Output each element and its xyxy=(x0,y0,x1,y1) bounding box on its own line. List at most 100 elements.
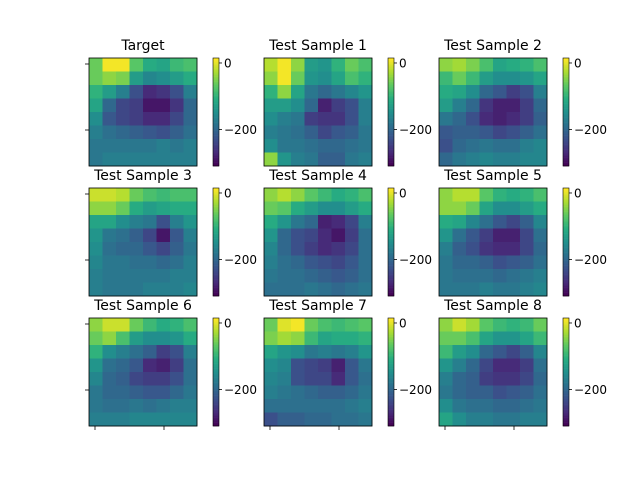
heatmap-cell xyxy=(277,215,292,229)
heatmap-cell xyxy=(466,412,480,427)
heatmap-cell xyxy=(170,228,184,243)
colorbar-segment xyxy=(213,270,219,273)
colorbar-segment xyxy=(388,420,394,423)
colorbar-segment xyxy=(213,106,219,109)
heatmap-panel: Target 0 −200 xyxy=(85,38,257,167)
colorbar-segment xyxy=(213,382,219,385)
heatmap-cell xyxy=(345,98,359,113)
heatmap-cell xyxy=(183,242,198,256)
heatmap-cell xyxy=(466,152,480,167)
heatmap-cell xyxy=(102,372,117,386)
heatmap-cell xyxy=(183,282,198,297)
heatmap-cell xyxy=(345,318,359,332)
colorbar-segment xyxy=(388,370,394,373)
heatmap-cell xyxy=(345,399,359,413)
colorbar-segment xyxy=(213,419,219,422)
heatmap-cell xyxy=(358,358,373,373)
heatmap-cell xyxy=(156,125,171,140)
heatmap-cell xyxy=(520,125,534,140)
colorbar-segment xyxy=(563,144,569,147)
heatmap-cell xyxy=(129,318,144,332)
heatmap-cell xyxy=(452,269,467,283)
heatmap-cell xyxy=(439,201,453,216)
heatmap-cell xyxy=(277,412,292,427)
colorbar-segment xyxy=(388,263,394,266)
heatmap-cell xyxy=(358,228,373,243)
heatmap-cell xyxy=(291,372,305,386)
colorbar-segment xyxy=(563,329,569,332)
heatmap-cell xyxy=(156,318,171,332)
heatmap-cell xyxy=(116,139,130,153)
heatmap-cell xyxy=(170,269,184,283)
colorbar-segment xyxy=(388,252,394,255)
heatmap-cell xyxy=(129,385,144,400)
colorbar-segment xyxy=(388,334,394,337)
heatmap-cell xyxy=(533,282,548,297)
colorbar-segment xyxy=(388,380,394,383)
heatmap-cell xyxy=(533,385,548,400)
colorbar-segment xyxy=(563,231,569,234)
heatmap-cell xyxy=(170,125,184,140)
heatmap-cell xyxy=(291,399,305,413)
colorbar-segment xyxy=(213,128,219,131)
heatmap-cell xyxy=(102,255,117,270)
heatmap-cell xyxy=(358,188,373,202)
colorbar-segment xyxy=(563,63,569,66)
colorbar-segment xyxy=(563,279,569,282)
colorbar-segment xyxy=(563,385,569,388)
colorbar-segment xyxy=(563,260,569,263)
colorbar-segment xyxy=(213,236,219,239)
colorbar-segment xyxy=(213,95,219,98)
heatmap-cell xyxy=(318,188,332,202)
heatmap-cell xyxy=(533,242,548,256)
colorbar-segment xyxy=(388,397,394,400)
heatmap-cell xyxy=(291,85,305,99)
heatmap-cell xyxy=(116,385,130,400)
colorbar-segment xyxy=(213,145,219,148)
colorbar-tick-label: 0 xyxy=(574,186,582,200)
colorbar-segment xyxy=(388,218,394,221)
colorbar-segment xyxy=(563,390,569,393)
colorbar-segment xyxy=(563,162,569,165)
colorbar-segment xyxy=(213,292,219,295)
colorbar-segment xyxy=(388,115,394,118)
heatmap-cell xyxy=(264,372,278,386)
colorbar-segment xyxy=(213,223,219,226)
colorbar-segment xyxy=(563,339,569,342)
heatmap-cell xyxy=(493,345,507,359)
colorbar-segment xyxy=(388,101,394,104)
heatmap-cell xyxy=(143,139,157,153)
heatmap-cell xyxy=(358,412,373,427)
heatmap-cell xyxy=(116,358,130,373)
heatmap-cell xyxy=(183,331,198,346)
heatmap-cell xyxy=(439,188,453,202)
colorbar-segment xyxy=(563,417,569,420)
colorbar-segment xyxy=(388,215,394,217)
heatmap-cell xyxy=(479,318,494,332)
colorbar-segment xyxy=(213,162,219,165)
colorbar-segment xyxy=(388,164,394,167)
heatmap-cell xyxy=(318,255,332,270)
colorbar-segment xyxy=(388,100,394,103)
heatmap-cell xyxy=(277,282,292,297)
heatmap-cell xyxy=(358,331,373,346)
colorbar-segment xyxy=(213,409,219,412)
colorbar-segment xyxy=(388,206,394,209)
colorbar-segment xyxy=(388,120,394,123)
heatmap-cell xyxy=(533,125,548,140)
heatmap-cell xyxy=(520,98,534,113)
colorbar-segment xyxy=(388,282,394,285)
heatmap-cell xyxy=(506,269,521,283)
colorbar-segment xyxy=(388,235,394,238)
colorbar-tick-label: −200 xyxy=(224,123,257,137)
heatmap-cell xyxy=(345,228,359,243)
heatmap-cell xyxy=(277,152,292,167)
heatmap-cell xyxy=(479,139,494,153)
heatmap-cell xyxy=(264,345,278,359)
heatmap-cell xyxy=(116,188,130,202)
colorbar-frame xyxy=(212,57,220,167)
colorbar-segment xyxy=(563,366,569,369)
heatmap-cell xyxy=(479,358,494,373)
heatmap-cell xyxy=(102,58,117,72)
colorbar-segment xyxy=(563,280,569,283)
